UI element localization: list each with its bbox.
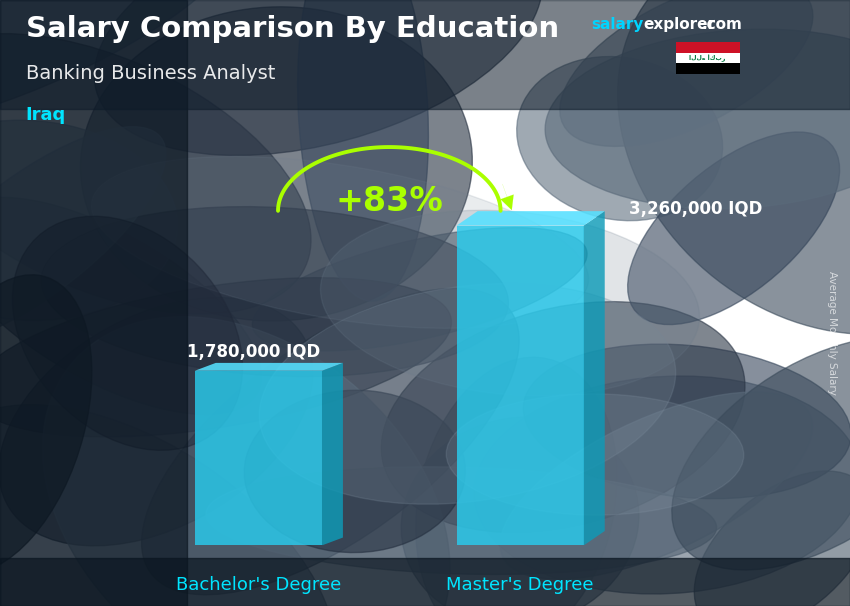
- Ellipse shape: [0, 275, 92, 574]
- Ellipse shape: [92, 156, 588, 328]
- Ellipse shape: [0, 127, 166, 347]
- Bar: [0, 558, 850, 606]
- Ellipse shape: [672, 337, 850, 570]
- Ellipse shape: [206, 467, 717, 574]
- Bar: [0, 0, 850, 109]
- Polygon shape: [322, 363, 343, 545]
- Polygon shape: [676, 42, 740, 53]
- Ellipse shape: [13, 216, 242, 450]
- Ellipse shape: [474, 376, 850, 594]
- Polygon shape: [456, 211, 604, 225]
- Polygon shape: [195, 371, 322, 545]
- Ellipse shape: [142, 288, 519, 594]
- Ellipse shape: [0, 405, 337, 606]
- Text: Bachelor's Degree: Bachelor's Degree: [176, 576, 341, 594]
- Ellipse shape: [252, 228, 587, 351]
- Ellipse shape: [694, 471, 850, 606]
- Ellipse shape: [298, 0, 428, 301]
- Ellipse shape: [42, 317, 450, 606]
- Bar: [0, 0, 187, 606]
- Text: Average Monthly Salary: Average Monthly Salary: [827, 271, 837, 395]
- Text: Salary Comparison By Education: Salary Comparison By Education: [26, 15, 558, 43]
- Text: salary: salary: [591, 17, 643, 32]
- Ellipse shape: [0, 278, 451, 437]
- Text: Iraq: Iraq: [26, 106, 65, 124]
- Text: explorer: explorer: [643, 17, 716, 32]
- Ellipse shape: [0, 298, 313, 546]
- Ellipse shape: [446, 394, 744, 515]
- Text: الله أكبر: الله أكبر: [689, 55, 726, 62]
- Polygon shape: [676, 53, 740, 64]
- Ellipse shape: [517, 56, 722, 221]
- Text: 3,260,000 IQD: 3,260,000 IQD: [629, 200, 762, 218]
- Ellipse shape: [524, 344, 850, 499]
- Ellipse shape: [0, 120, 178, 321]
- Ellipse shape: [416, 357, 617, 606]
- Text: Banking Business Analyst: Banking Business Analyst: [26, 64, 275, 82]
- Polygon shape: [456, 225, 584, 545]
- Ellipse shape: [0, 0, 244, 135]
- Ellipse shape: [401, 417, 639, 606]
- Ellipse shape: [41, 207, 508, 376]
- Ellipse shape: [0, 198, 262, 415]
- Text: .com: .com: [701, 17, 742, 32]
- Ellipse shape: [244, 390, 466, 553]
- Polygon shape: [584, 211, 604, 545]
- Ellipse shape: [560, 0, 813, 147]
- Ellipse shape: [320, 210, 700, 396]
- Ellipse shape: [500, 392, 813, 579]
- Ellipse shape: [0, 33, 311, 314]
- Ellipse shape: [618, 0, 850, 335]
- Text: +83%: +83%: [336, 185, 443, 218]
- Ellipse shape: [627, 132, 840, 325]
- Ellipse shape: [545, 29, 850, 209]
- Ellipse shape: [259, 284, 676, 504]
- Ellipse shape: [382, 302, 745, 533]
- Ellipse shape: [81, 7, 473, 321]
- Ellipse shape: [94, 0, 542, 155]
- Text: 1,780,000 IQD: 1,780,000 IQD: [187, 343, 320, 361]
- Polygon shape: [676, 64, 740, 74]
- Text: Master's Degree: Master's Degree: [446, 576, 594, 594]
- Polygon shape: [195, 363, 343, 371]
